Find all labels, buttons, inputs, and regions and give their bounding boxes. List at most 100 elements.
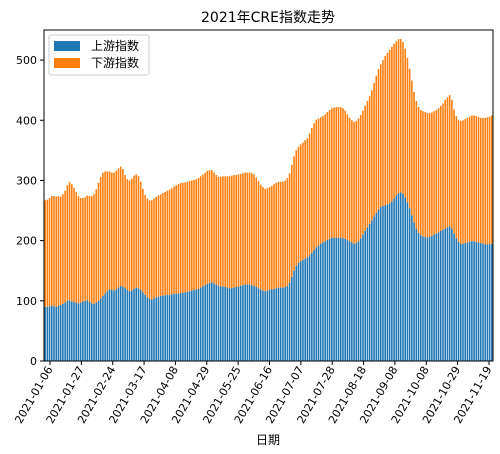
bar-series-group [44,39,493,361]
bar-downstream [306,138,309,258]
x-axis-label: 日期 [256,433,280,447]
bar-downstream [275,182,278,289]
bar-downstream [315,119,318,248]
bar-downstream [262,187,264,291]
y-tick-label: 0 [30,355,37,368]
bar-upstream [379,206,382,361]
bar-upstream [473,241,475,361]
legend-swatch-downstream [54,58,80,68]
bar-downstream [228,176,231,289]
bar-downstream [324,114,326,242]
bar-downstream [255,177,258,287]
bar-downstream [317,118,320,246]
bar-upstream [179,292,182,361]
bar-upstream [424,237,427,361]
bar-downstream [110,172,113,290]
bar-upstream [297,262,300,361]
bar-downstream [299,144,302,262]
bar-upstream [406,202,409,361]
bar-downstream [231,175,233,289]
bar-downstream [95,189,98,303]
bar-upstream [322,242,324,361]
bar-upstream [417,232,420,361]
bar-upstream [66,300,69,361]
bar-upstream [362,234,364,361]
bar-upstream [217,285,220,361]
bar-downstream [59,196,62,306]
bar-downstream [179,182,182,293]
bar-downstream [362,110,364,235]
bar-upstream [242,285,244,361]
bar-upstream [279,287,282,361]
bar-upstream [233,287,235,361]
bar-upstream [382,205,384,361]
bar-downstream [266,188,269,291]
bar-downstream [233,175,235,288]
bar-downstream [157,195,160,297]
bar-downstream [402,42,404,194]
bar-downstream [342,108,344,239]
bar-downstream [242,173,244,286]
bar-upstream [433,234,435,361]
bar-downstream [226,176,229,288]
bar-downstream [293,156,295,271]
bar-downstream [286,178,289,286]
bar-upstream [364,231,366,361]
bar-downstream [206,170,209,284]
y-tick-label: 200 [16,235,37,248]
bar-downstream [453,109,455,234]
bar-downstream [144,194,146,295]
bar-upstream [262,290,264,361]
bar-downstream [168,189,171,295]
bar-upstream [346,240,349,361]
bar-upstream [299,261,302,361]
bar-upstream [462,243,464,361]
bar-upstream [188,291,191,361]
bar-upstream [73,302,75,361]
bar-upstream [295,265,298,361]
bar-upstream [115,289,118,361]
bar-upstream [119,285,122,361]
bar-downstream [366,101,369,228]
bar-upstream [224,286,226,361]
bar-downstream [224,176,226,287]
bar-downstream [353,122,355,244]
bar-downstream [355,120,358,244]
bar-downstream [173,186,175,294]
bar-upstream [444,228,447,361]
bar-upstream [468,241,471,361]
bar-downstream [446,97,449,228]
bar-upstream [271,289,273,361]
bar-upstream [175,293,178,361]
bar-downstream [397,39,400,194]
bar-upstream [231,288,233,361]
bar-downstream [382,60,384,206]
bar-upstream [251,285,253,361]
bar-downstream [459,120,462,244]
bar-upstream [131,290,133,361]
bar-upstream [82,301,84,361]
bar-upstream [284,286,286,361]
bar-downstream [133,175,135,289]
bar-upstream [353,243,355,361]
legend-label-upstream: 上游指数 [91,38,139,53]
bar-downstream [486,117,489,245]
bar-downstream [413,91,415,223]
bar-upstream [437,232,440,361]
bar-downstream [377,69,380,210]
bar-upstream [428,237,431,361]
bar-upstream [215,284,218,361]
bar-downstream [142,188,144,293]
bar-downstream [399,39,402,193]
bar-downstream [411,80,413,216]
bar-upstream [235,286,238,361]
bar-upstream [448,226,451,361]
bar-downstream [439,105,442,232]
bar-downstream [235,175,238,287]
bar-downstream [50,196,53,306]
legend-swatch-upstream [54,41,80,51]
bar-downstream [433,111,435,235]
bar-downstream [477,117,480,243]
bar-downstream [115,170,118,290]
bar-downstream [288,173,291,283]
